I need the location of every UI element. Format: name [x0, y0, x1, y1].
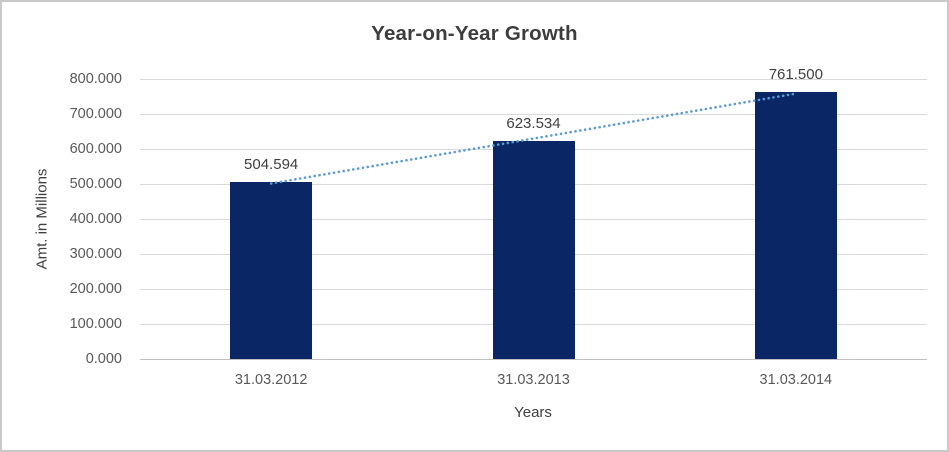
x-axis-tick-label: 31.03.2012	[234, 372, 308, 388]
x-axis-title: Years	[514, 404, 552, 421]
y-axis-tick-label: 400.000	[69, 211, 122, 227]
trendline	[269, 92, 798, 185]
y-axis-tick-label: 800.000	[69, 71, 122, 87]
gridline	[140, 78, 927, 80]
x-axis-tick-label: 31.03.2013	[497, 372, 570, 388]
y-axis-tick-label: 0.000	[85, 351, 122, 367]
trendline-dotted	[269, 92, 798, 185]
x-axis-line	[140, 358, 927, 360]
chart-title: Year-on-Year Growth	[371, 22, 578, 45]
bar	[754, 92, 837, 359]
y-axis-title: Amt. in Millions	[33, 168, 51, 270]
y-axis-tick-label: 500.000	[69, 176, 122, 192]
bar	[492, 140, 575, 359]
gridline	[140, 113, 927, 115]
bar	[230, 182, 313, 359]
y-axis-tick-label: 200.000	[69, 281, 122, 297]
y-axis-tick-label: 600.000	[69, 141, 122, 157]
y-axis-tick-label: 700.000	[69, 106, 122, 122]
x-axis-tick-label: 31.03.2014	[759, 372, 833, 388]
data-label: 623.534	[506, 114, 561, 132]
data-label: 504.594	[244, 156, 299, 174]
y-axis-tick-label: 300.000	[69, 246, 122, 262]
data-label: 761.500	[768, 66, 823, 84]
y-axis-tick-label: 100.000	[69, 316, 122, 332]
